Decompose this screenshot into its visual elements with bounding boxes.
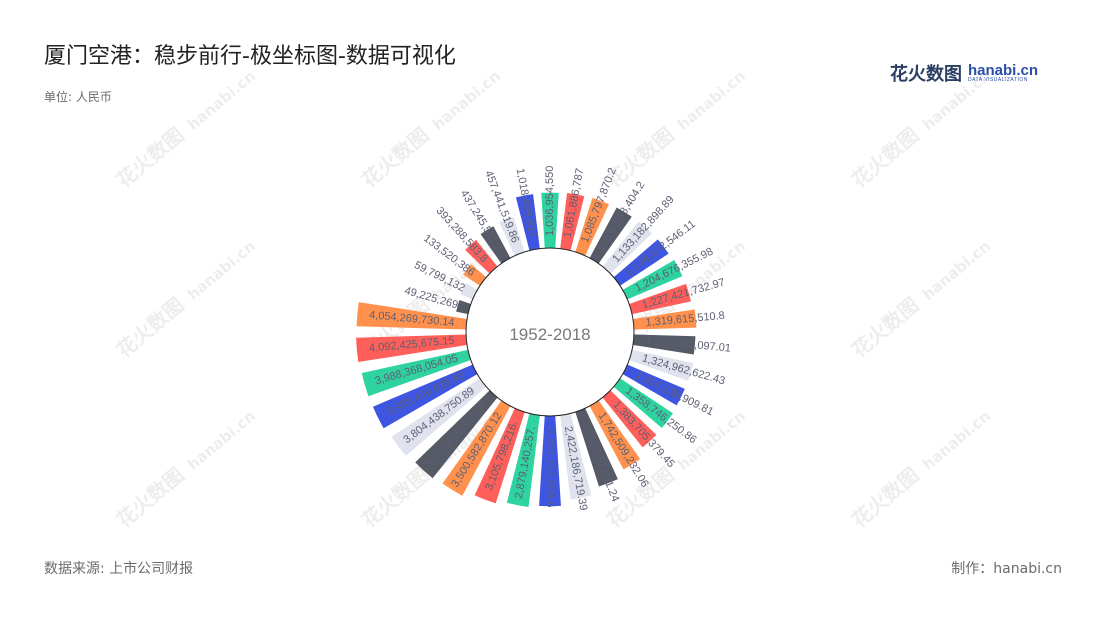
- maker-credit: 制作：hanabi.cn: [951, 561, 1062, 577]
- polar-bar-20: [442, 400, 511, 496]
- polar-bar-14: [589, 400, 641, 470]
- watermark-cn: 花火数图: [847, 293, 924, 363]
- watermark-en: hanabi.cn: [184, 407, 259, 474]
- watermark-cn: 花火数图: [112, 123, 189, 193]
- watermark-en: hanabi.cn: [919, 237, 994, 304]
- bar-value-label-1: 1,061,886,787: [562, 167, 587, 238]
- polar-bar-25: [356, 334, 468, 362]
- polar-bar-6: [622, 260, 683, 300]
- logo-en-block: hanabi.cn DATA VISUALIZATION: [968, 63, 1038, 83]
- polar-bar-5: [613, 239, 669, 286]
- polar-bar-30: [465, 239, 498, 274]
- polar-bar-32: [499, 216, 525, 256]
- polar-bar-21: [415, 390, 498, 479]
- polar-bar-26: [356, 302, 468, 330]
- polar-bar-31: [480, 226, 511, 264]
- watermark-en: hanabi.cn: [919, 407, 994, 474]
- center-label: 1952-2018: [509, 325, 590, 344]
- watermark-cn: 花火数图: [112, 463, 189, 533]
- polar-bar-11: [622, 364, 685, 406]
- polar-bar-9: [632, 334, 696, 355]
- polar-bar-13: [602, 390, 657, 448]
- watermark-cn: 花火数图: [357, 463, 434, 533]
- watermark-en: hanabi.cn: [184, 237, 259, 304]
- data-source: 数据来源: 上市公司财报: [44, 561, 194, 577]
- watermark-en: hanabi.cn: [674, 67, 749, 134]
- polar-bar-28: [460, 283, 478, 300]
- watermark-cn: 花火数图: [112, 293, 189, 363]
- logo-en-text: hanabi.cn: [967, 62, 1038, 79]
- watermark-cn: 花火数图: [847, 463, 924, 533]
- polar-bar-2: [575, 197, 609, 256]
- polar-bar-12: [613, 378, 673, 429]
- bar-value-label-33: 1,018,409,817: [514, 167, 539, 238]
- watermark-en: hanabi.cn: [184, 67, 259, 134]
- bar-value-label-0: 1,036,954,550: [544, 166, 556, 236]
- polar-bar-0: [541, 192, 559, 249]
- polar-bar-24: [361, 349, 471, 397]
- polar-bar-17: [539, 415, 561, 507]
- bar-value-label-17: 2,751,167,559.6: [544, 428, 556, 508]
- unit-label: 单位: 人民币: [44, 90, 112, 104]
- polar-bar-3: [589, 207, 632, 264]
- watermark-cn: 花火数图: [847, 123, 924, 193]
- polar-bar-18: [506, 413, 540, 507]
- page-title: 厦门空港：稳步前行-极坐标图-数据可视化: [44, 44, 456, 69]
- polar-bar-27: [456, 299, 471, 315]
- logo-cn-text: 花火数图: [889, 64, 962, 85]
- polar-bar-16: [560, 413, 592, 500]
- polar-bar-1: [560, 193, 585, 251]
- watermark-cn: 花火数图: [357, 123, 434, 193]
- polar-bar-7: [629, 283, 691, 315]
- polar-bar-4: [602, 221, 652, 274]
- bar-layer: [356, 192, 697, 507]
- polar-bar-15: [575, 408, 618, 487]
- brand-logo: 花火数图 hanabi.cn DATA VISUALIZATION: [890, 60, 1038, 86]
- center-circle: [465, 247, 635, 417]
- polar-bar-23: [372, 364, 478, 429]
- watermark-en: hanabi.cn: [429, 67, 504, 134]
- logo-sub-text: DATA VISUALIZATION: [967, 77, 1028, 83]
- polar-bar-10: [629, 349, 694, 381]
- polar-bar-33: [515, 194, 540, 251]
- polar-bar-8: [632, 309, 697, 330]
- polar-bar-29: [463, 264, 487, 286]
- polar-bar-22: [391, 378, 487, 456]
- polar-bar-19: [474, 408, 525, 504]
